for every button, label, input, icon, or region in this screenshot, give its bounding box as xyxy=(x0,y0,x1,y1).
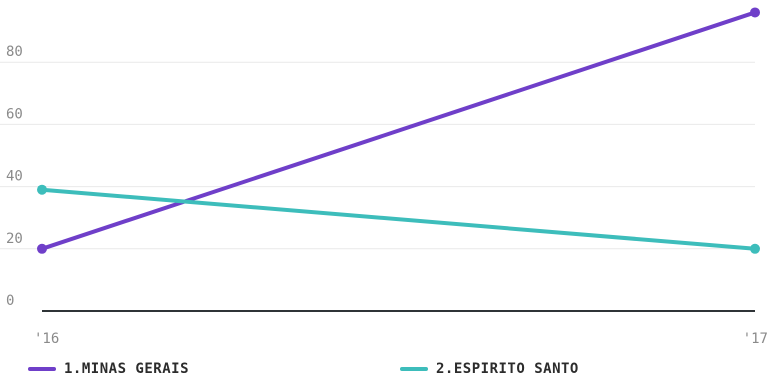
legend-label-series-1: 1.MINAS GERAIS xyxy=(64,361,190,377)
data-point-series-1 xyxy=(750,7,760,18)
data-point-series-1 xyxy=(37,243,47,254)
legend: 1.MINAS GERAIS 2.ESPIRITO SANTO xyxy=(0,361,768,381)
legend-item-series-1: 1.MINAS GERAIS xyxy=(28,361,189,377)
x-axis-ticks: '16 '17 xyxy=(34,331,768,347)
legend-label-series-2: 2.ESPIRITO SANTO xyxy=(436,361,579,377)
data-point-series-2 xyxy=(37,184,47,195)
legend-swatch-series-1 xyxy=(28,367,56,371)
series-line-2 xyxy=(40,187,757,251)
line-chart: 0 20 40 60 80 '16 '17 xyxy=(0,7,768,347)
legend-swatch-series-2 xyxy=(400,367,428,371)
x-tick-label: '16 xyxy=(34,331,59,347)
gridlines xyxy=(0,61,755,250)
y-tick-label: 80 xyxy=(6,44,23,60)
series-lines xyxy=(37,7,760,254)
x-tick-label: '17 xyxy=(743,331,768,347)
data-point-series-2 xyxy=(750,243,760,254)
y-tick-label: 0 xyxy=(6,293,14,309)
y-tick-label: 60 xyxy=(6,106,23,122)
legend-item-series-2: 2.ESPIRITO SANTO xyxy=(400,361,579,377)
y-tick-label: 20 xyxy=(6,231,23,247)
y-axis-ticks: 0 20 40 60 80 xyxy=(6,44,23,309)
y-tick-label: 40 xyxy=(6,169,23,185)
series-line-1 xyxy=(40,10,757,251)
